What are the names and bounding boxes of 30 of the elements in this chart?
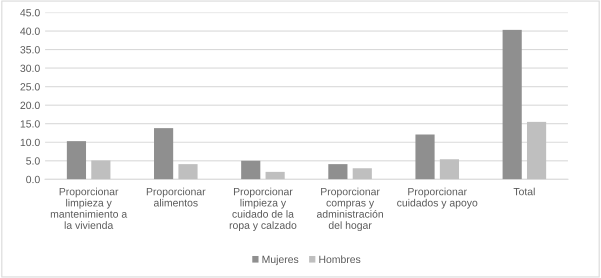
x-tick-label: Proporcionar limpieza y cuidado de la ropa y calzado xyxy=(230,188,296,232)
x-tick-label: Proporcionar compras y administración del hogar xyxy=(316,188,383,232)
y-tick-label: 0.0 xyxy=(26,176,40,184)
legend-label: Hombres xyxy=(319,255,360,264)
bar xyxy=(352,168,372,180)
bar xyxy=(154,128,174,180)
y-tick-label: 25.0 xyxy=(20,83,40,91)
y-tick-label: 35.0 xyxy=(20,46,40,54)
x-tick-label: Total xyxy=(514,188,535,196)
bar xyxy=(66,141,86,180)
bar xyxy=(266,172,285,180)
bar xyxy=(241,160,260,180)
y-tick-label: 40.0 xyxy=(20,28,40,35)
legend-label: Mujeres xyxy=(262,255,298,266)
y-tick-label: 15.0 xyxy=(20,120,40,128)
y-tick-label: 20.0 xyxy=(20,102,40,110)
bar xyxy=(415,134,435,180)
y-tick-label: 30.0 xyxy=(20,64,40,72)
bar xyxy=(328,164,348,180)
y-tick-label: 5.0 xyxy=(26,157,40,165)
y-tick-label: 45.0 xyxy=(20,9,40,16)
bar xyxy=(91,160,110,180)
x-tick-label: Proporcionar cuidados y apoyo xyxy=(397,188,478,209)
x-tick-label: Proporcionar limpieza y mantenimiento a la vivienda xyxy=(50,188,128,229)
bar xyxy=(526,122,546,180)
y-tick-label: 10.0 xyxy=(20,138,40,146)
bar xyxy=(440,159,460,180)
bar xyxy=(502,30,522,180)
bar xyxy=(178,164,198,180)
x-tick-label: Proporcionar alimentos xyxy=(146,188,206,207)
